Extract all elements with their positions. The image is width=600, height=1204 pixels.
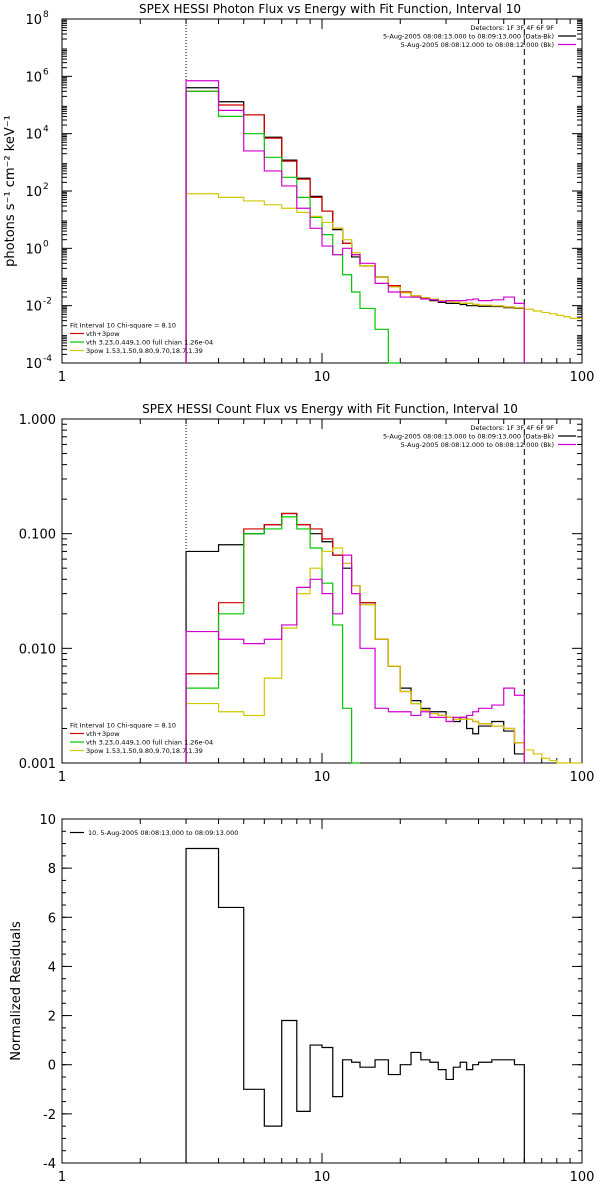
series-group bbox=[185, 512, 582, 764]
axis-ticks: 1 10 100 -4 -2 0 2 4 6 8 10 bbox=[39, 813, 594, 1185]
x-tick-label: 100 bbox=[570, 770, 595, 785]
legend-top-right: Detectors: 1F 3F 4F 6F 9F5-Aug-2005 08:0… bbox=[383, 24, 576, 49]
y-tick-label: -4 bbox=[43, 1157, 56, 1172]
plot-area bbox=[61, 818, 583, 1164]
legend-entry-text: 3pow 1.53,1.50,9.80,9.70,18.7,1.39 bbox=[86, 747, 203, 755]
reference-lines bbox=[185, 19, 525, 363]
y-tick-label: 10 bbox=[25, 70, 42, 85]
y-tick-label: 1.000 bbox=[19, 413, 56, 428]
legend-entry-text: vth 3.23,0.449,1.00 full chian 1.26e-04 bbox=[86, 339, 213, 347]
series-line-0 bbox=[185, 87, 525, 363]
y-tick-label: 10 bbox=[25, 242, 42, 257]
legend-bottom-left: Fit Interval 10 Chi-square = 8.10vth+3po… bbox=[70, 322, 213, 355]
x-tick-label: 1 bbox=[58, 370, 66, 385]
y-tick-exponent: -2 bbox=[43, 297, 52, 307]
legend-entry-text: 5-Aug-2005 08:08:12.000 to 08:08:12.000 … bbox=[401, 441, 554, 449]
x-tick-label: 10 bbox=[314, 370, 331, 385]
legend-entry-text: vth+3pow bbox=[86, 330, 120, 338]
x-tick-label: 100 bbox=[570, 370, 595, 385]
y-tick-exponent: 8 bbox=[43, 10, 49, 20]
y-tick-label: 0 bbox=[48, 1059, 56, 1074]
y-axis-label: photons s⁻¹ cm⁻² keV⁻¹ bbox=[3, 115, 18, 267]
x-tick-label: 10 bbox=[314, 770, 331, 785]
series-line-0 bbox=[185, 847, 525, 1163]
series-line-1 bbox=[185, 512, 525, 763]
y-tick-label: 10 bbox=[25, 357, 42, 372]
x-tick-label: 1 bbox=[58, 770, 66, 785]
y-tick-exponent: 6 bbox=[43, 67, 49, 77]
y-tick-exponent: 2 bbox=[43, 182, 49, 192]
y-tick-exponent: -4 bbox=[43, 354, 52, 364]
y-tick-label: 6 bbox=[48, 911, 56, 926]
legend-top-left: 10. 5-Aug-2005 08:08:13.000 to 08:09:13.… bbox=[70, 829, 238, 837]
series-line-3 bbox=[185, 547, 525, 763]
count-flux-panel: SPEX HESSI Count Flux vs Energy with Fit… bbox=[19, 402, 595, 785]
series-group bbox=[185, 847, 525, 1163]
series-extension-line bbox=[524, 749, 582, 764]
chart-title: SPEX HESSI Photon Flux vs Energy with Fi… bbox=[139, 2, 521, 16]
y-tick-label: 0.001 bbox=[19, 757, 56, 772]
x-tick-label: 100 bbox=[570, 1170, 595, 1185]
legend-entry-text: 10. 5-Aug-2005 08:08:13.000 to 08:09:13.… bbox=[88, 829, 238, 837]
legend-entry-text: vth 3.23,0.449,1.00 full chian 1.26e-04 bbox=[86, 739, 213, 747]
y-axis-label: Normalized Residuals bbox=[9, 921, 24, 1061]
series-line-4 bbox=[185, 554, 525, 763]
legend-top-right: Detectors: 1F 3F 4F 6F 9F5-Aug-2005 08:0… bbox=[383, 424, 576, 449]
legend-entry-text: Detectors: 1F 3F 4F 6F 9F bbox=[470, 24, 554, 32]
y-tick-exponent: 4 bbox=[43, 125, 49, 135]
series-extension-line bbox=[524, 308, 582, 319]
legend-entry-text: vth+3pow bbox=[86, 730, 120, 738]
axis-ticks: 1 10 100 0.001 0.010 0.100 1.000 bbox=[19, 413, 595, 785]
legend-entry-text: Detectors: 1F 3F 4F 6F 9F bbox=[470, 424, 554, 432]
chart-title: SPEX HESSI Count Flux vs Energy with Fit… bbox=[142, 402, 518, 416]
legend-entry-text: 3pow 1.53,1.50,9.80,9.70,18.7,1.39 bbox=[86, 347, 203, 355]
y-tick-label: 0.100 bbox=[19, 528, 56, 543]
x-tick-label: 1 bbox=[58, 1170, 66, 1185]
y-tick-label: 10 bbox=[25, 128, 42, 143]
series-line-0 bbox=[185, 512, 525, 763]
y-tick-label: 0.010 bbox=[19, 642, 56, 657]
y-tick-label: 10 bbox=[25, 13, 42, 28]
series-line-2 bbox=[185, 516, 360, 764]
y-tick-label: 8 bbox=[48, 862, 56, 877]
series-line-1 bbox=[185, 90, 525, 363]
y-tick-label: 2 bbox=[48, 1010, 56, 1025]
residuals-panel: Normalized Residuals 1 10 100 -4 -2 0 2 4 6 8 10 1… bbox=[9, 813, 594, 1185]
y-tick-exponent: 0 bbox=[43, 239, 49, 249]
y-tick-label: 10 bbox=[25, 185, 42, 200]
series-line-4 bbox=[185, 80, 525, 363]
photon-flux-panel: SPEX HESSI Photon Flux vs Energy with Fi… bbox=[3, 2, 594, 385]
legend-entry-text: 5-Aug-2005 08:08:13.000 to 08:09:13.000 … bbox=[383, 33, 554, 41]
legend-entry-text: 5-Aug-2005 08:08:12.000 to 08:08:12.000 … bbox=[401, 41, 554, 49]
x-tick-label: 10 bbox=[314, 1170, 331, 1185]
y-tick-label: 10 bbox=[25, 300, 42, 315]
y-tick-label: 10 bbox=[39, 813, 56, 828]
y-tick-label: -2 bbox=[43, 1108, 56, 1123]
y-tick-label: 4 bbox=[48, 960, 56, 975]
series-line-2 bbox=[185, 90, 401, 364]
legend-entry-text: Fit Interval 10 Chi-square = 8.10 bbox=[70, 722, 176, 730]
plot-area bbox=[61, 18, 583, 364]
legend-entry-text: 5-Aug-2005 08:08:13.000 to 08:09:13.000 … bbox=[383, 433, 554, 441]
series-line-3 bbox=[185, 193, 525, 363]
series-group bbox=[185, 80, 582, 364]
legend-entry-text: Fit Interval 10 Chi-square = 8.10 bbox=[70, 322, 176, 330]
legend-bottom-left: Fit Interval 10 Chi-square = 8.10vth+3po… bbox=[70, 722, 213, 755]
